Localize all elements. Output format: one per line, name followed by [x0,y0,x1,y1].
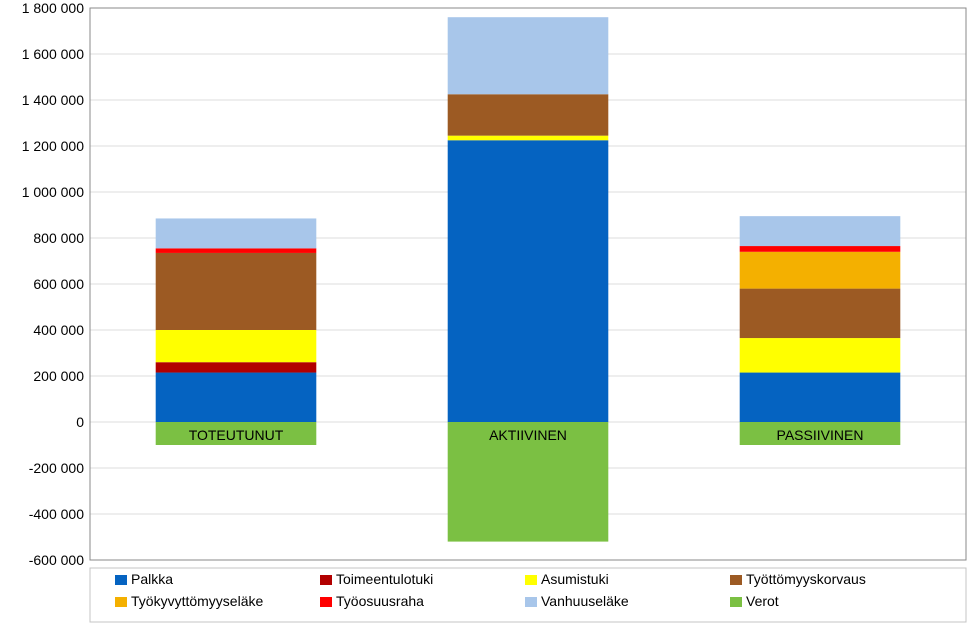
y-tick-label: -400 000 [29,506,84,522]
bar-segment [156,362,317,372]
legend-label: Verot [746,593,779,609]
bar-segment [448,136,609,141]
y-tick-label: 200 000 [33,368,84,384]
bar-segment [448,140,609,422]
y-tick-label: 1 400 000 [22,92,84,108]
legend-label: Toimeentulotuki [336,571,433,587]
legend-marker [320,597,332,607]
bar-segment [448,94,609,135]
y-tick-label: -600 000 [29,552,84,568]
bar-segment [156,253,317,330]
legend-marker [525,575,537,585]
y-tick-label: 400 000 [33,322,84,338]
legend-marker [730,597,742,607]
bar-segment [156,330,317,362]
bar-segment [740,246,901,252]
y-tick-label: 1 600 000 [22,46,84,62]
y-tick-label: 1 200 000 [22,138,84,154]
chart-container: -600 000 -400 000 -200 000 0 200 000 400 000 6… [0,0,976,638]
legend-label: Palkka [131,571,173,587]
bar-segment [740,216,901,246]
legend-marker [730,575,742,585]
bar-segment [740,289,901,338]
legend-marker [115,597,127,607]
legend-label: Vanhuuseläke [541,593,629,609]
y-tick-label: -200 000 [29,460,84,476]
legend-label: Työosuusraha [336,593,424,609]
legend-label: Työttömyyskorvaus [746,571,866,587]
category-label: PASSIIVINEN [777,427,864,443]
y-tick-label: 800 000 [33,230,84,246]
bar-segment [156,218,317,248]
legend-marker [115,575,127,585]
y-tick-label: 0 [76,414,84,430]
y-tick-label: 1 000 000 [22,184,84,200]
legend-marker [525,597,537,607]
legend-marker [320,575,332,585]
legend-label: Asumistuki [541,571,609,587]
y-tick-label: 1 800 000 [22,0,84,16]
bar-segment [740,338,901,373]
bar-segment [156,248,317,253]
legend: Palkka Toimeentulotuki Asumistuki Työttömyy… [90,568,966,622]
bar-segment [740,373,901,422]
chart-svg: -600 000 -400 000 -200 000 0 200 000 400 000 6… [0,0,976,638]
legend-label: Työkyvyttömyyseläke [131,593,263,609]
bar-segment [740,252,901,289]
category-label: AKTIIVINEN [489,427,567,443]
bar-segment [448,17,609,94]
bar-segment [156,373,317,422]
y-tick-label: 600 000 [33,276,84,292]
category-label: TOTEUTUNUT [189,427,284,443]
